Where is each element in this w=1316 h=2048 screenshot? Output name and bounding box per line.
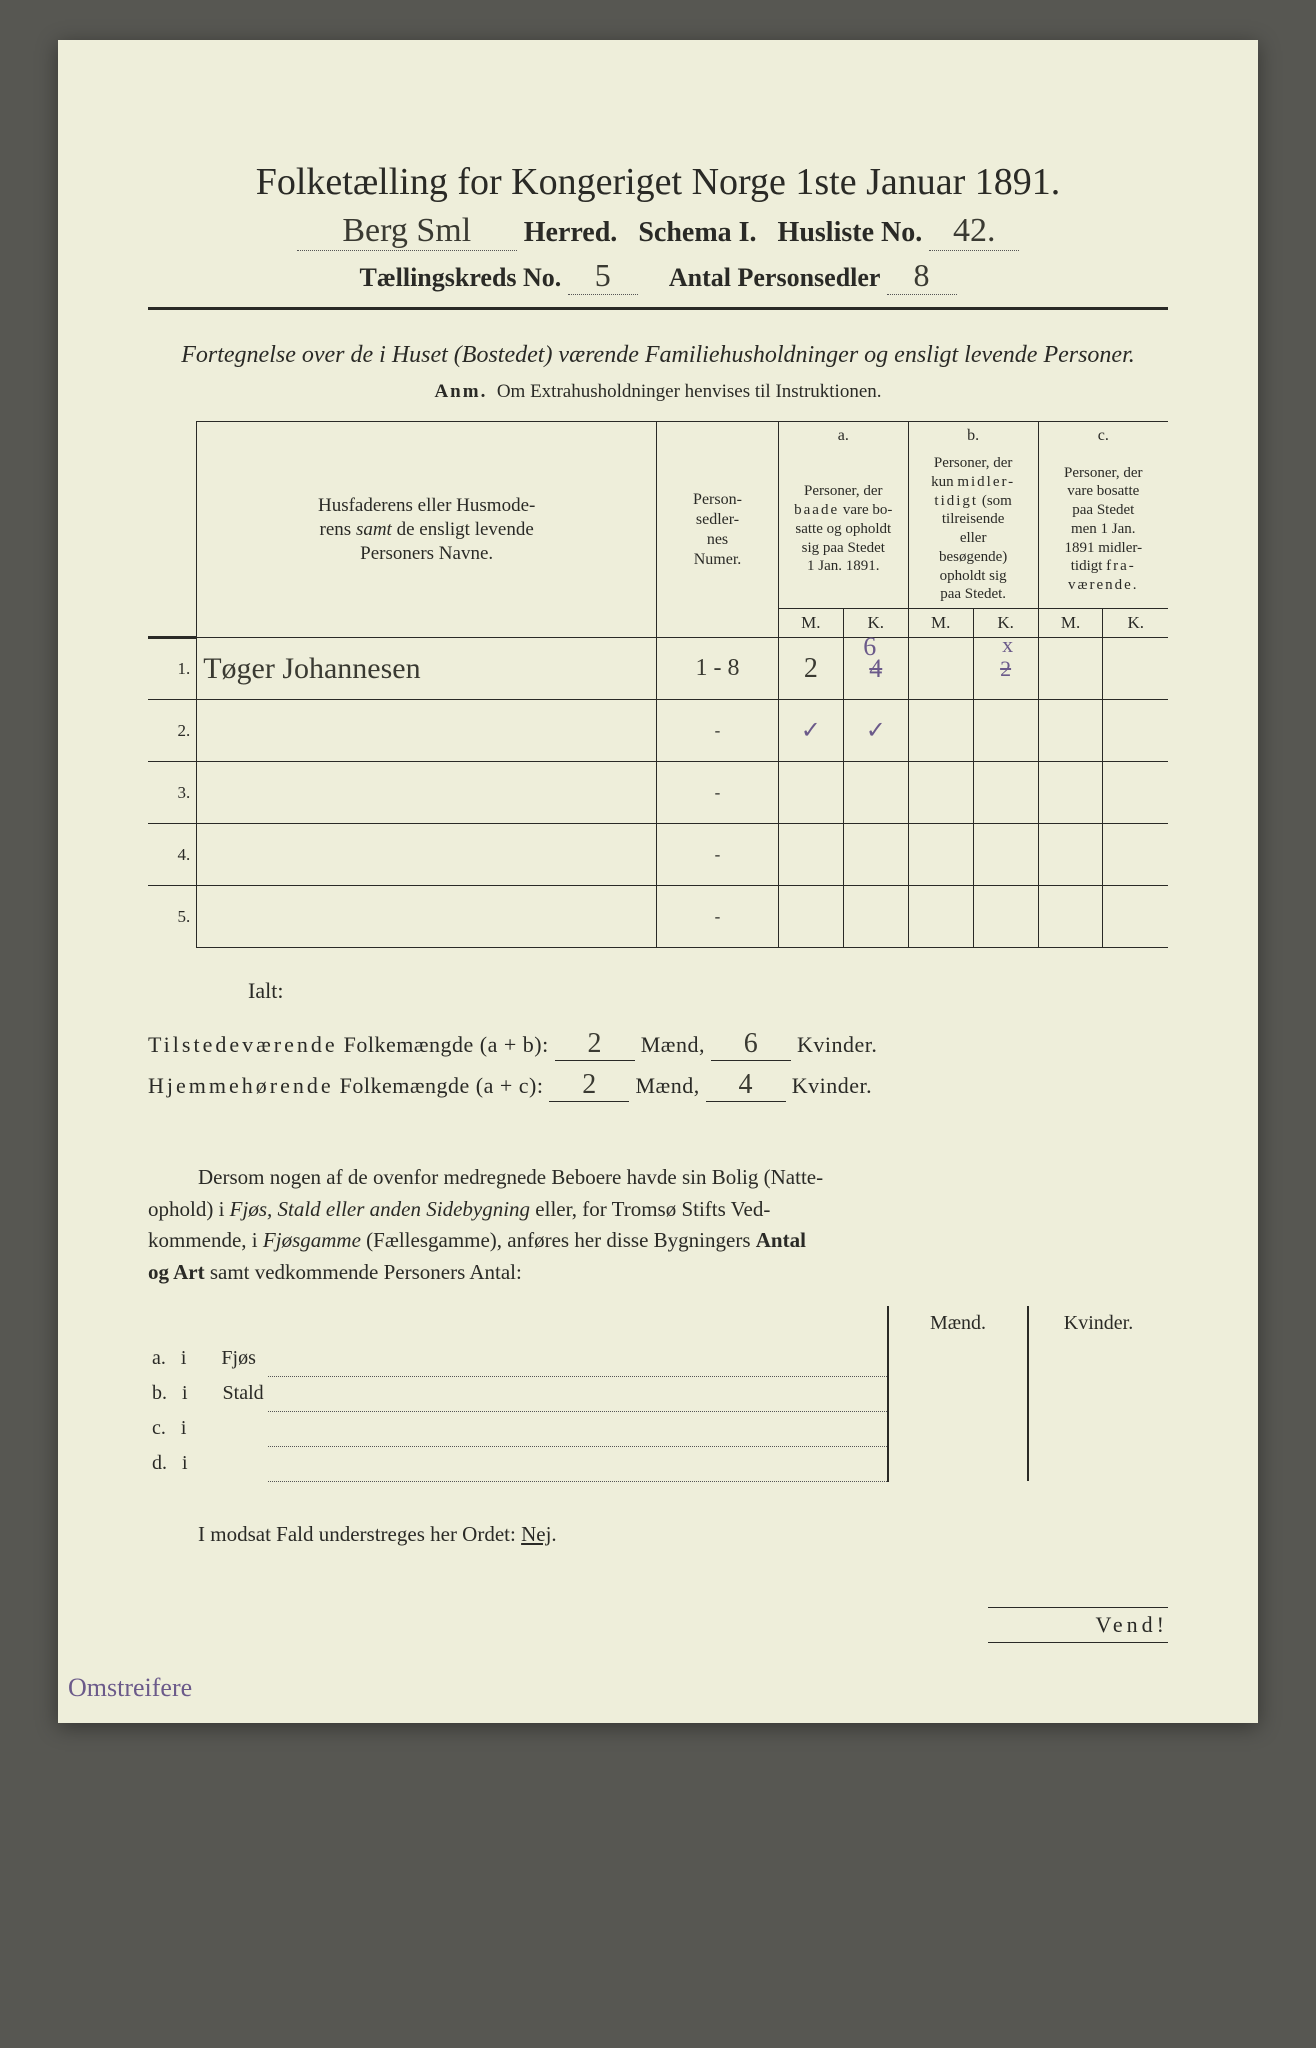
nej-word: Nej <box>521 1522 551 1546</box>
col-sedler: Person-sedler-nesNumer. <box>657 422 779 638</box>
col-b-label: b. <box>908 422 1038 451</box>
husliste-no-handwritten: 42. <box>929 212 1019 251</box>
col-names: Husfaderens eller Husmode-rens samt de e… <box>197 422 657 638</box>
subtitle: Fortegnelse over de i Huset (Bostedet) v… <box>148 340 1168 371</box>
side-row: c. i <box>148 1411 1168 1446</box>
anm-label: Anm. <box>434 381 487 402</box>
anm-text: Om Extrahusholdninger henvises til Instr… <box>497 381 882 402</box>
col-c-k: K. <box>1103 609 1168 638</box>
table-row: 2. - ✓ ✓ <box>148 700 1168 762</box>
cell-aK: ✓ <box>866 718 886 744</box>
side-building-table: Mænd. Kvinder. a. i Fjøs b. i Stald c. i… <box>148 1306 1168 1482</box>
row-num: 2. <box>148 700 197 762</box>
ac-label: (a + c): <box>476 1073 544 1098</box>
row-sedler: - <box>657 886 779 948</box>
side-building-paragraph: Dersom nogen af de ovenfor medregnede Be… <box>148 1162 1168 1288</box>
row-name-hw: Tøger Johannesen <box>203 652 420 685</box>
row-num: 1. <box>148 638 197 700</box>
side-a-label: a. i Fjøs <box>148 1341 268 1376</box>
margin-note-hw: Omstreifere <box>68 1673 192 1703</box>
folkm-label: Folkemængde <box>340 1073 470 1098</box>
schema-label: Schema I. <box>638 217 756 248</box>
sum-line-2: Hjemmehørende Folkemængde (a + c): 2 Mæn… <box>148 1069 1168 1102</box>
tilstede-label: Tilstedeværende <box>148 1032 338 1057</box>
antal-label: Antal Personsedler <box>669 263 880 292</box>
sum1-k-hw: 6 <box>711 1028 791 1061</box>
side-d-label: d. i <box>148 1446 268 1481</box>
header-line-2: Tællingskreds No. 5 Antal Personsedler 8 <box>148 257 1168 295</box>
side-maend-head: Mænd. <box>888 1306 1028 1341</box>
vend-label: Vend! <box>988 1607 1168 1643</box>
herred-label: Herred. <box>524 217 618 248</box>
folkm-label: Folkemængde <box>344 1032 474 1057</box>
row-sedler: - <box>657 762 779 824</box>
kvinder-label: Kvinder. <box>797 1032 877 1057</box>
husliste-label: Husliste No. <box>778 217 923 248</box>
col-a-m: M. <box>778 609 843 638</box>
sum1-m-hw: 2 <box>555 1028 635 1061</box>
row-sedler: - <box>657 824 779 886</box>
col-c-label: c. <box>1038 422 1168 451</box>
kreds-label: Tællingskreds No. <box>360 263 562 292</box>
maend-label: Mænd, <box>635 1073 699 1098</box>
table-row: 1. Tøger Johannesen 1 - 8 2 64 x2 <box>148 638 1168 700</box>
page-title: Folketælling for Kongeriget Norge 1ste J… <box>148 160 1168 204</box>
row-num: 5. <box>148 886 197 948</box>
side-row: d. i <box>148 1446 1168 1481</box>
kvinder-label: Kvinder. <box>792 1073 872 1098</box>
sum2-k-hw: 4 <box>706 1069 786 1102</box>
col-c-text: Personer, dervare bosattepaa Stedetmen 1… <box>1038 450 1168 609</box>
ialt-label: Ialt: <box>248 978 1168 1004</box>
col-b-m: M. <box>908 609 973 638</box>
header-line-1: Berg Sml Herred. Schema I. Husliste No. … <box>148 212 1168 251</box>
divider <box>148 307 1168 310</box>
cell-aK: 64 <box>869 654 882 683</box>
table-row: 5. - <box>148 886 1168 948</box>
anm-line: Anm. Om Extrahusholdninger henvises til … <box>148 381 1168 403</box>
herred-handwritten: Berg Sml <box>297 212 517 251</box>
table-row: 3. - <box>148 762 1168 824</box>
table-row: 4. - <box>148 824 1168 886</box>
cell-bK: x2 <box>1000 656 1011 681</box>
row-sedler-hw: 1 - 8 <box>696 655 740 681</box>
col-b-text: Personer, derkun midler-tidigt (somtilre… <box>908 450 1038 609</box>
col-a-label: a. <box>778 422 908 451</box>
household-table: Husfaderens eller Husmode-rens samt de e… <box>148 421 1168 948</box>
sum-line-1: Tilstedeværende Folkemængde (a + b): 2 M… <box>148 1028 1168 1061</box>
cell-aM: ✓ <box>801 718 821 744</box>
col-c-m: M. <box>1038 609 1103 638</box>
row-num: 3. <box>148 762 197 824</box>
side-row: b. i Stald <box>148 1376 1168 1411</box>
maend-label: Mænd, <box>641 1032 705 1057</box>
cell-aM: 2 <box>804 653 818 684</box>
census-form-page: Folketælling for Kongeriget Norge 1ste J… <box>58 40 1258 1723</box>
sum2-m-hw: 2 <box>549 1069 629 1102</box>
side-row: a. i Fjøs <box>148 1341 1168 1376</box>
row-sedler: - <box>657 700 779 762</box>
side-kvinder-head: Kvinder. <box>1028 1306 1168 1341</box>
col-a-text: Personer, derbaade vare bo-satte og opho… <box>778 450 908 609</box>
nej-pre: I modsat Fald understreges her Ordet: <box>198 1522 521 1546</box>
row-num: 4. <box>148 824 197 886</box>
ab-label: (a + b): <box>480 1032 549 1057</box>
nej-line: I modsat Fald understreges her Ordet: Ne… <box>148 1522 1168 1547</box>
side-c-label: c. i <box>148 1411 268 1446</box>
side-b-label: b. i Stald <box>148 1376 268 1411</box>
kreds-no-handwritten: 5 <box>568 257 638 295</box>
hjemme-label: Hjemmehørende <box>148 1073 334 1098</box>
antal-handwritten: 8 <box>887 257 957 295</box>
